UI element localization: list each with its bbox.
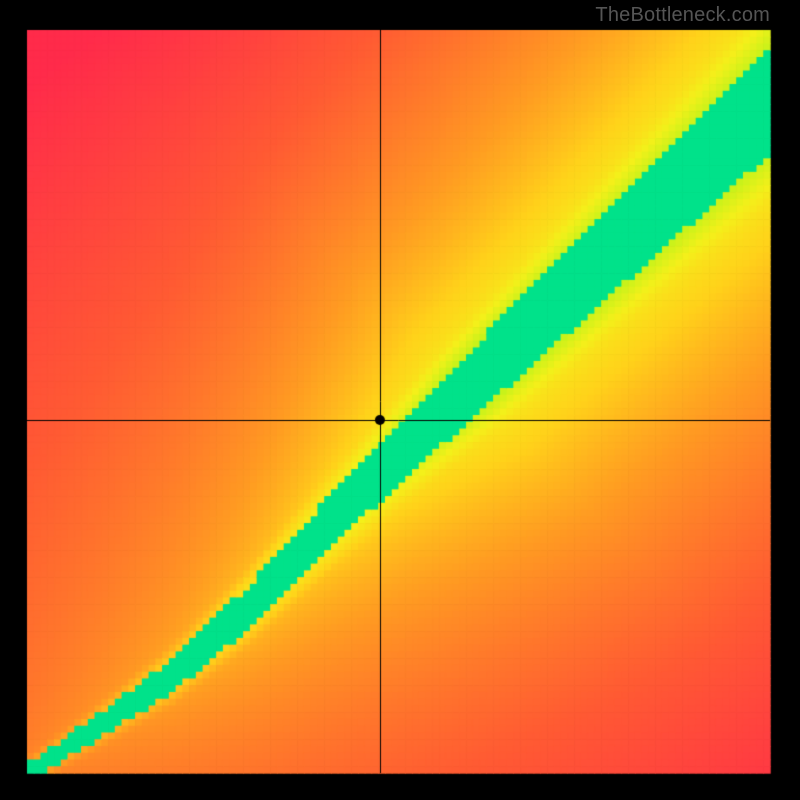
chart-container: TheBottleneck.com — [0, 0, 800, 800]
watermark-text: TheBottleneck.com — [595, 4, 770, 27]
bottleneck-heatmap-canvas — [0, 0, 800, 800]
